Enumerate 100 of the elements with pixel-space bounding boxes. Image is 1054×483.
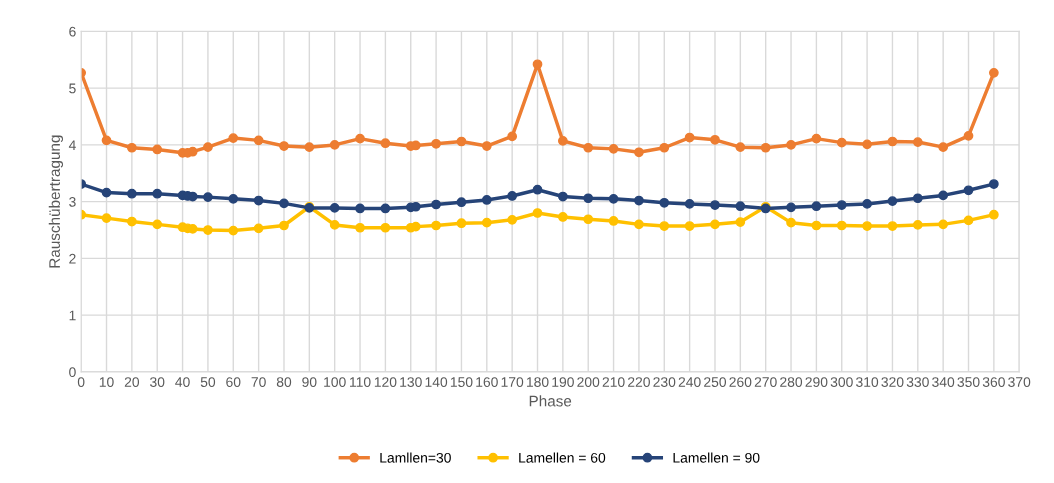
x-tick-label: 330 [906,377,929,387]
y-tick-label: 2 [69,253,76,264]
point [786,217,796,228]
point [456,136,467,147]
point [963,185,974,196]
point [152,144,163,155]
x-tick-label: 240 [678,377,701,387]
point [203,192,213,202]
point [963,215,974,226]
point [152,188,163,199]
x-tick-label: 350 [957,377,980,387]
x-axis-title: Phase [529,395,572,407]
point [203,225,213,235]
point [355,203,365,214]
point [481,141,492,151]
point [608,216,619,226]
point [836,220,847,231]
point [253,195,264,206]
x-tick-label: 260 [729,377,752,387]
x-tick-label: 250 [704,377,727,387]
point [481,217,492,228]
point [710,200,720,210]
point [507,214,518,225]
point [456,197,467,208]
x-tick-label: 160 [476,377,498,387]
y-tick-label: 1 [69,310,76,321]
x-tick-label: 110 [350,377,371,387]
point [279,198,289,209]
point [127,188,137,199]
x-tick-label: 230 [653,377,676,387]
point [380,222,391,233]
legend-label: Lamellen = 90 [673,452,760,463]
point [380,138,391,149]
point [532,59,543,70]
point [253,223,264,234]
point [938,142,949,153]
point [912,220,923,230]
point [431,138,441,149]
point [735,217,746,227]
point [532,184,543,195]
x-tick-label: 140 [425,377,448,387]
point [558,191,568,202]
point [329,140,340,150]
point [228,193,239,204]
x-tick-label: 50 [200,377,216,387]
x-tick-label: 210 [602,377,625,387]
point [634,147,644,158]
y-axis-title: Rauschübertragung [48,135,64,268]
y-tick-label: 4 [68,140,76,150]
point [735,201,746,212]
point [735,142,746,153]
point [684,132,695,143]
x-tick-label: 180 [526,377,549,387]
point [862,139,872,150]
x-tick-label: 320 [881,377,904,387]
point [253,135,264,146]
x-tick-label: 90 [302,377,317,387]
point [152,219,163,230]
point [887,196,898,206]
point [532,208,543,218]
x-tick-label: 310 [856,377,879,387]
point [710,134,720,145]
point [862,221,872,231]
x-tick-label: 170 [501,377,524,387]
x-tick-label: 130 [400,377,422,387]
point [481,195,492,205]
point [329,220,340,230]
point [811,201,822,212]
point [507,131,518,142]
x-tick-label: 0 [77,377,85,387]
point [583,214,594,225]
x-tick-label: 270 [754,377,777,387]
point [786,202,796,213]
x-tick-label: 220 [628,377,650,387]
point [634,219,644,230]
x-tick-label: 360 [982,377,1005,387]
point [659,142,670,153]
x-tick-label: 200 [577,377,600,387]
point [583,193,594,204]
y-tick-label: 6 [69,26,76,37]
point [989,67,999,78]
x-tick-label: 80 [276,377,292,387]
x-tick-label: 70 [251,377,266,387]
point [228,225,239,236]
x-tick-label: 60 [226,377,241,387]
point [684,199,695,209]
point [329,203,340,213]
x-tick-label: 150 [450,377,473,387]
point [507,191,518,201]
legend-label: Lamellen = 60 [519,452,606,463]
point [760,142,771,153]
point [431,199,441,210]
x-tick-label: 370 [1008,377,1031,387]
point [989,209,999,220]
point [659,221,670,231]
x-tick-label: 340 [932,377,955,387]
point [279,220,289,231]
point [101,213,112,223]
point [558,212,568,222]
point [684,221,695,231]
